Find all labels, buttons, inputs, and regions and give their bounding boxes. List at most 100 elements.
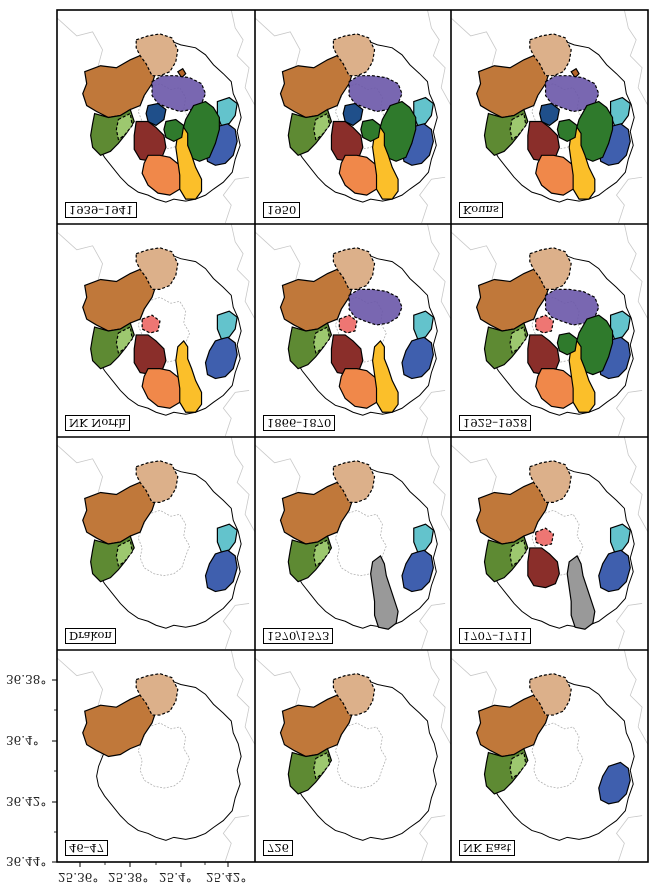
lava-flow-base-w2 (509, 326, 527, 354)
background-contour (615, 603, 643, 650)
caldera-outline (531, 722, 584, 789)
lava-flow-green-center (360, 118, 382, 143)
lava-flow-base-n (135, 460, 179, 503)
lava-flow-nk-east (401, 549, 434, 593)
lava-flow-yellow (372, 126, 399, 200)
panel-label: Kouns (459, 202, 503, 218)
figure-frame (56, 9, 649, 863)
x-tick-label: 25.38° (108, 870, 149, 884)
lava-flow-yellow (568, 126, 596, 200)
lava-flow-nk-east (598, 761, 631, 805)
background-contour (419, 176, 446, 224)
lava-flow-east-teal (216, 310, 238, 340)
map-panel (254, 223, 452, 437)
lava-flow-base-nw (475, 692, 551, 758)
lava-flow-base-w2 (115, 326, 133, 354)
lava-flow-base-n (529, 247, 572, 290)
lava-flow-base-w2 (313, 539, 331, 567)
y-tick-label: 36.4° (6, 733, 39, 747)
lava-flow-north-knob (570, 67, 580, 79)
background-contour (623, 9, 649, 106)
lava-flow-yellow (175, 126, 203, 200)
lava-flow-base-nw (279, 479, 354, 545)
y-tick-label: 36.44° (6, 854, 47, 868)
panel-label: 1950 (263, 202, 301, 218)
lava-flow-base-nw (82, 479, 157, 545)
lava-flow-nk-east (204, 549, 238, 593)
background-contour (419, 815, 446, 862)
y-tick-label: 36.42° (6, 794, 47, 808)
lava-flow-orange (535, 154, 578, 196)
lava-flow-yellow (372, 339, 399, 413)
lava-flow-base-n (529, 673, 572, 716)
lava-flow-base-nw (82, 266, 157, 332)
lava-flow-nk-east (401, 336, 434, 380)
lava-flow-base-w2 (313, 326, 331, 354)
lava-flow-base-w2 (509, 751, 527, 780)
lava-flow-base-w2 (115, 112, 133, 141)
lava-flow-base-n (332, 673, 376, 716)
lava-flow-base-w2 (509, 112, 527, 141)
lava-flow-base-n (529, 33, 572, 77)
panel-label: Drakon (65, 628, 116, 644)
lava-flow-base-n (332, 33, 376, 77)
lava-flow-north-knob (176, 67, 187, 79)
background-contour (222, 815, 250, 862)
lava-flow-orange (338, 154, 382, 196)
lava-flow-blue-dark (342, 102, 364, 127)
panel-label: 1925–1928 (459, 415, 532, 431)
lava-flow-red-light (141, 314, 161, 334)
lava-flow-base-nw (475, 53, 551, 119)
lava-flow-yellow-only (370, 554, 399, 630)
lava-flow-base-nw (279, 692, 354, 758)
panel-label: 46–47 (65, 840, 109, 856)
map-panel (254, 9, 452, 224)
panel-label: 1707–1711 (459, 628, 532, 644)
map-panel (56, 223, 256, 437)
lava-flow-purple (544, 288, 600, 326)
background-contour (615, 390, 643, 437)
lava-flow-yellow (568, 339, 596, 413)
lava-flow-blue-dark (145, 102, 167, 127)
y-tick-label: 36.38° (6, 672, 47, 686)
lava-flow-green-center (556, 118, 578, 143)
lava-flow-base-nw (82, 692, 157, 758)
background-contour (222, 603, 250, 650)
background-contour (230, 436, 256, 533)
lava-flow-base-n (529, 460, 572, 503)
panel-label: NK East (459, 840, 516, 856)
lava-flow-green-center (163, 118, 185, 143)
lava-flow-base-n (332, 247, 376, 290)
lava-flow-blue-dark (539, 102, 561, 127)
background-contour (230, 9, 256, 106)
background-contour (230, 649, 256, 745)
map-panel (254, 649, 452, 862)
lava-flow-yellow (175, 339, 203, 413)
lava-flow-orange (338, 368, 382, 409)
lava-flow-red-light (535, 527, 555, 547)
lava-flow-east-teal (413, 523, 434, 553)
x-tick-label: 25.36° (58, 870, 99, 884)
panel-label: NK North (65, 415, 130, 431)
lava-flow-base-nw (475, 479, 551, 545)
lava-flow-purple (348, 288, 403, 326)
map-panel (56, 436, 256, 650)
background-contour (615, 815, 643, 862)
lava-flow-base-w2 (115, 539, 133, 567)
caldera-outline (334, 722, 387, 789)
background-contour (427, 9, 452, 106)
lava-flow-red-light (338, 314, 358, 334)
lava-flow-base-n (135, 33, 179, 77)
lava-flow-nk-east (204, 336, 238, 380)
lava-flow-orange (535, 368, 578, 409)
map-panel (450, 649, 649, 862)
lava-flow-yellow-only (566, 554, 596, 630)
background-contour (615, 176, 643, 224)
lava-flow-base-w2 (313, 112, 331, 141)
lava-flow-east-teal (216, 523, 238, 553)
caldera-outline (137, 722, 191, 789)
x-tick-label: 25.42° (206, 870, 247, 884)
lava-flow-base-nw (279, 266, 354, 332)
map-panel (56, 9, 256, 224)
